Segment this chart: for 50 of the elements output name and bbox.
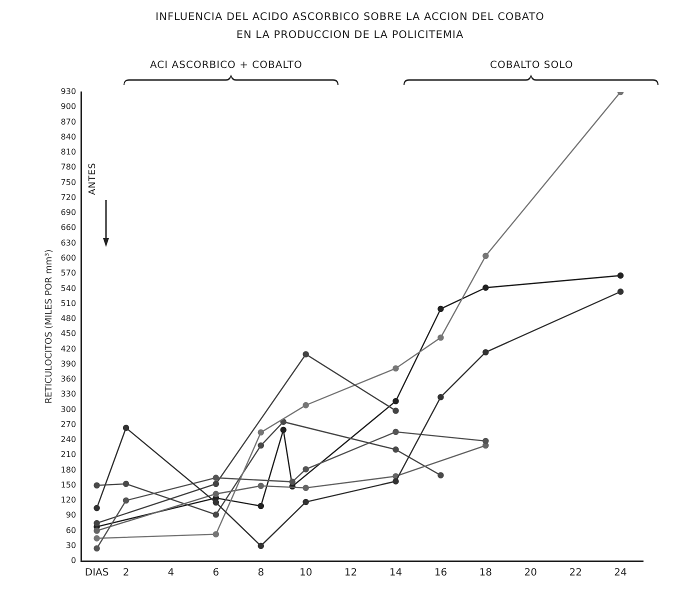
y-tick-label: 180 bbox=[60, 465, 76, 474]
y-tick-label: 60 bbox=[66, 526, 76, 535]
y-tick-label: 420 bbox=[60, 344, 76, 354]
y-tick-label: 630 bbox=[60, 238, 76, 248]
y-tick-label: 30 bbox=[66, 540, 76, 550]
y-tick-label: 330 bbox=[60, 390, 76, 399]
y-tick-label: 90 bbox=[66, 510, 76, 520]
text: COBALTO SOLO bbox=[490, 60, 574, 71]
y-tick-label: 240 bbox=[60, 435, 76, 444]
y-tick-label: 390 bbox=[60, 359, 76, 368]
x-tick-label: 16 bbox=[434, 568, 448, 579]
y-tick-label: 900 bbox=[60, 102, 76, 112]
y-tick-label: 840 bbox=[60, 132, 76, 142]
y-tick-label: 150 bbox=[60, 480, 76, 490]
y-tick-label: 210 bbox=[60, 450, 76, 460]
chart-title: INFLUENCIA DEL ACIDO ASCORBICO SOBRE LA ACCION DEL COBATO EN LA PRODUCCION DE LA POLICITEMIA bbox=[154, 10, 546, 43]
y-tick-label: 750 bbox=[60, 178, 76, 187]
x-tick-label: 24 bbox=[614, 568, 627, 579]
x-tick-label: 22 bbox=[569, 568, 582, 579]
y-tick-label: 870 bbox=[60, 117, 76, 126]
y-tick-label: 930 bbox=[60, 87, 76, 96]
x-tick-label: 6 bbox=[212, 568, 220, 579]
y-tick-label: 540 bbox=[60, 284, 76, 293]
y-tick-label: 360 bbox=[60, 374, 76, 384]
annotation: ANTES bbox=[88, 162, 98, 195]
y-tick-label: 810 bbox=[60, 148, 76, 157]
x-tick-label: 20 bbox=[524, 568, 537, 579]
y-tick-label: 720 bbox=[60, 192, 76, 202]
y-tick-label: 600 bbox=[60, 253, 76, 262]
x-tick-label: 18 bbox=[479, 568, 492, 579]
x-tick-label: 4 bbox=[168, 568, 174, 579]
y-tick-label: 480 bbox=[60, 314, 76, 324]
y-tick-label: 660 bbox=[60, 223, 76, 232]
y-tick-label: 780 bbox=[60, 162, 76, 172]
y-tick-label: 690 bbox=[60, 208, 76, 218]
x-tick-label: 14 bbox=[389, 568, 402, 579]
x-tick-label: 8 bbox=[258, 568, 264, 579]
y-axis-title: RETICULOCITOS (MILES POR mm³) bbox=[44, 249, 55, 404]
x-tick-label: 12 bbox=[344, 568, 358, 579]
y-tick-label: 510 bbox=[60, 298, 76, 308]
y-tick-label: 570 bbox=[60, 268, 76, 278]
text: ACI ASCORBICO + COBALTO bbox=[150, 60, 302, 71]
y-tick-label: 450 bbox=[60, 329, 76, 338]
y-tick-label: 120 bbox=[60, 496, 76, 505]
x-tick-label: 10 bbox=[299, 568, 312, 579]
x-tick-label: 2 bbox=[122, 568, 130, 579]
y-tick-label: 0 bbox=[70, 556, 76, 566]
y-tick-label: 300 bbox=[60, 404, 76, 414]
x-tick-label: DIAS bbox=[84, 568, 109, 579]
y-tick-label: 270 bbox=[60, 420, 76, 429]
